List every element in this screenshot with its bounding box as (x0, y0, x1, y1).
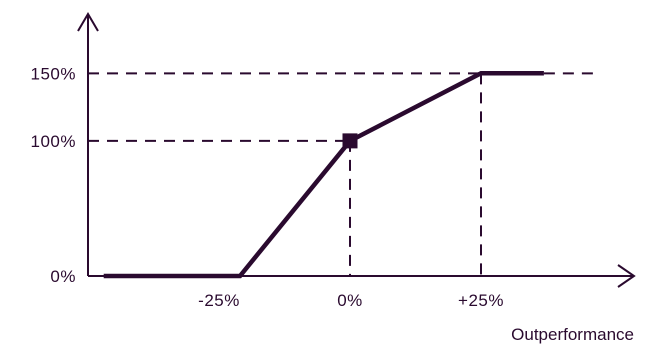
tick-labels: 0% 100% 150% -25% 0% +25% (31, 64, 504, 310)
axes (77, 12, 636, 288)
y-axis-arrowhead (77, 12, 99, 32)
y-tick-label: 100% (31, 132, 76, 151)
x-axis-arrowhead (617, 264, 636, 288)
x-tick-label: -25% (198, 291, 240, 310)
x-tick-label: +25% (458, 291, 504, 310)
guide-lines (88, 72, 597, 276)
breakpoint-marker (342, 133, 358, 149)
y-tick-label: 150% (31, 64, 76, 83)
y-tick-label: 0% (50, 267, 76, 286)
series-line-0 (103, 71, 544, 279)
x-tick-label: 0% (337, 291, 363, 310)
x-axis-title: Outperformance (511, 325, 634, 344)
series-layer (103, 71, 544, 279)
